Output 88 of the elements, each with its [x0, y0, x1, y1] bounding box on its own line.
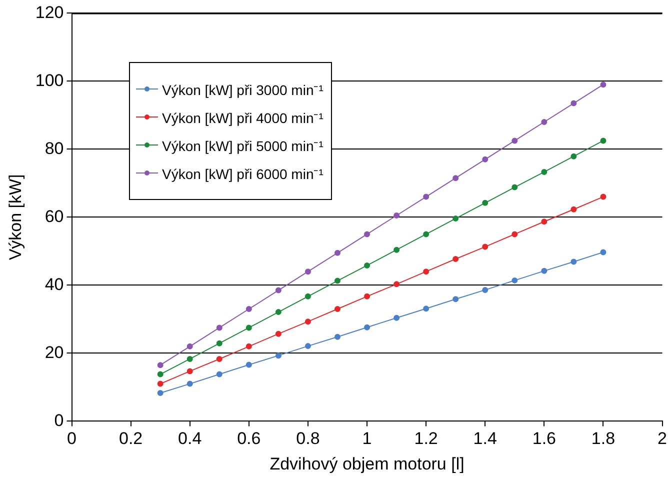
legend-label: Výkon [kW] při 6000 min⁻¹ [162, 164, 324, 182]
legend-label: Výkon [kW] při 4000 min⁻¹ [162, 108, 324, 126]
y-tick-label: 0 [54, 410, 64, 430]
point [334, 278, 340, 284]
y-tick-label: 60 [44, 206, 64, 226]
point [246, 324, 252, 331]
legend-label: Výkon [kW] při 5000 min⁻¹ [162, 136, 324, 154]
point [452, 216, 459, 222]
y-tick-label: 40 [44, 274, 64, 294]
y-tick-label: 120 [35, 2, 64, 22]
point [157, 371, 164, 378]
y-tick-label: 20 [44, 342, 64, 362]
legend-label: Výkon [kW] při 3000 min⁻¹ [162, 80, 324, 98]
point [570, 153, 577, 160]
point [423, 268, 430, 275]
point [304, 268, 311, 275]
point [482, 244, 488, 250]
point [246, 306, 252, 312]
point [600, 194, 606, 200]
point [541, 268, 548, 274]
point [216, 340, 222, 346]
point [246, 343, 252, 350]
point [570, 206, 577, 212]
point [541, 218, 548, 225]
point [275, 287, 282, 294]
point [364, 324, 370, 330]
point [216, 324, 222, 331]
point [394, 246, 400, 253]
point [364, 231, 370, 238]
point [570, 258, 577, 265]
x-tick-label: 1.4 [473, 429, 497, 448]
point [570, 100, 577, 106]
point [304, 318, 311, 325]
point [186, 368, 193, 374]
point [452, 296, 459, 302]
point [334, 306, 340, 312]
x-tick-label: 1.6 [532, 429, 556, 448]
x-tick-label: 1.8 [591, 429, 616, 448]
point [512, 277, 518, 284]
point [541, 119, 548, 125]
point [157, 380, 164, 387]
point [275, 309, 282, 316]
x-tick-label: 0.6 [237, 429, 261, 448]
x-tick-label: 0.8 [296, 429, 320, 448]
point [600, 82, 606, 88]
point [157, 362, 164, 368]
point [304, 343, 311, 350]
point [334, 334, 340, 340]
point [186, 356, 193, 362]
point [304, 293, 311, 300]
x-tick-label: 1.2 [414, 429, 438, 448]
y-axis-title: Výkon [kW] [6, 174, 25, 260]
x-axis-title: Zdvihový objem motoru [l] [270, 454, 464, 474]
point [186, 380, 193, 387]
point [600, 249, 606, 256]
x-tick-label: 0.4 [178, 429, 202, 448]
point [186, 343, 193, 350]
point [364, 262, 370, 268]
point [482, 200, 488, 206]
point [364, 293, 370, 300]
point [482, 156, 488, 162]
point [394, 281, 400, 288]
x-tick-label: 0.2 [118, 429, 143, 448]
y-tick-label: 100 [35, 70, 64, 90]
point [275, 330, 282, 337]
point [157, 390, 164, 396]
point [394, 212, 400, 218]
point [452, 256, 459, 262]
x-tick-label: 0 [67, 429, 76, 448]
point [216, 371, 222, 378]
point [216, 356, 222, 362]
x-tick-label: 2 [658, 429, 668, 448]
point [452, 175, 459, 182]
point [512, 231, 518, 238]
point [541, 168, 548, 175]
point [275, 352, 282, 359]
point [600, 138, 606, 144]
point [512, 184, 518, 190]
point [423, 194, 430, 200]
x-tick-label: 1 [362, 429, 372, 448]
point [394, 314, 400, 321]
point [482, 286, 488, 293]
point [334, 250, 340, 256]
y-tick-label: 80 [44, 138, 64, 158]
point [246, 362, 252, 368]
point [512, 138, 518, 144]
point [423, 306, 430, 312]
point [423, 231, 430, 238]
